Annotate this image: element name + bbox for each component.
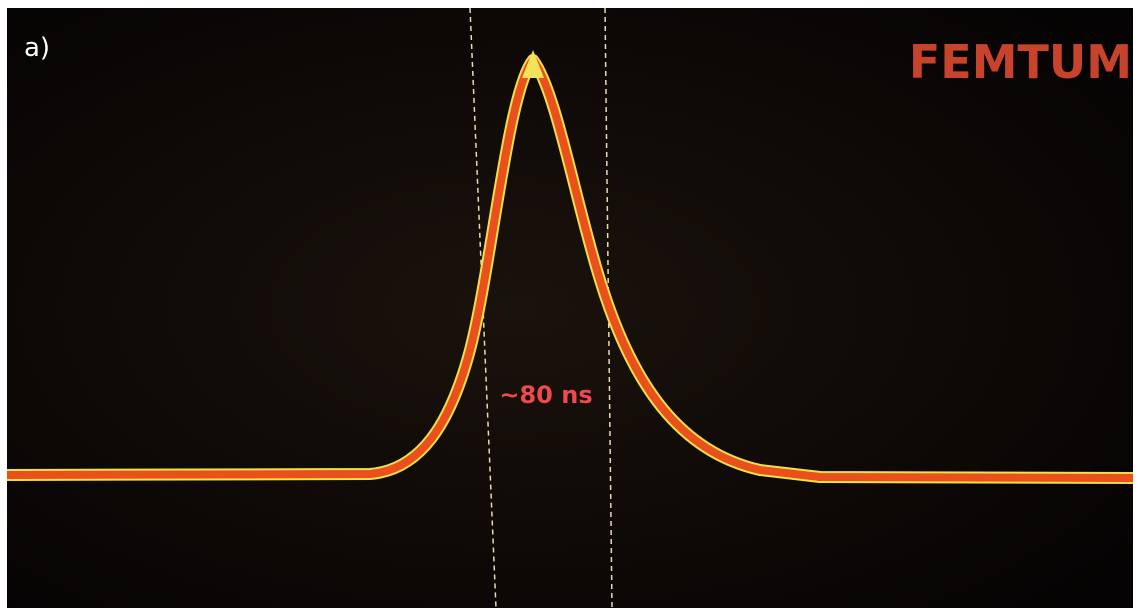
panel-label: a) [24, 33, 50, 63]
screen-background [7, 8, 1133, 608]
pulse-width-annotation: ~80 ns [499, 381, 592, 409]
pulse-peak [522, 50, 544, 78]
logo: FEMTUM [909, 35, 1132, 89]
